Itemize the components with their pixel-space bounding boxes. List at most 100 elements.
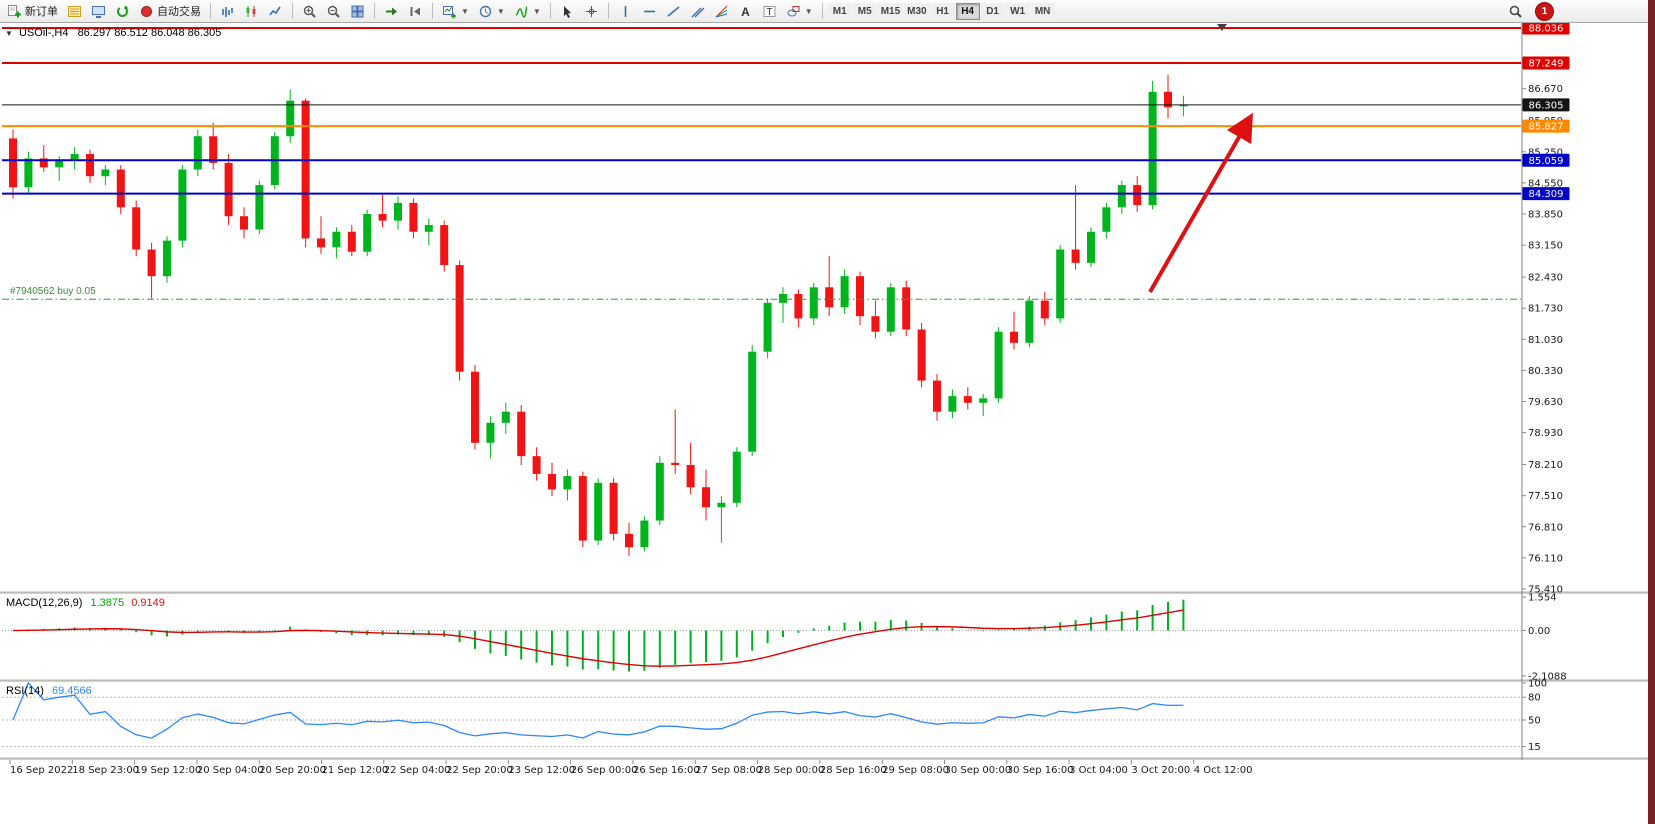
toolbar-separator [432, 3, 433, 19]
timeframe-M15[interactable]: M15 [877, 2, 904, 20]
order-line-label[interactable]: #7940562 buy 0.05 [10, 286, 96, 298]
svg-text:A: A [741, 5, 750, 19]
price-badge [1522, 153, 1570, 167]
trend-arrow[interactable] [1148, 112, 1253, 293]
chart-ohlc: 86.297 86.512 86.048 86.305 [77, 27, 222, 39]
rsi-value: 69.4566 [51, 685, 92, 697]
timeframe-MN[interactable]: MN [1030, 2, 1055, 20]
macd-value-signal: 0.9149 [131, 597, 165, 609]
svg-text:84.309: 84.309 [1529, 189, 1564, 200]
shift-icon [410, 6, 420, 16]
terminal-button[interactable] [87, 2, 110, 21]
indicator-icon [515, 5, 528, 18]
macd-value-main: 1.3875 [90, 597, 125, 609]
new-order-button[interactable]: 新订单 [3, 2, 62, 21]
trendline-button[interactable] [662, 2, 685, 21]
autotrading-icon [141, 5, 152, 17]
zoom-out-button[interactable] [322, 2, 345, 21]
collapse-icon[interactable]: ▼ [5, 29, 13, 38]
svg-text:3 Oct 04:00: 3 Oct 04:00 [1069, 765, 1128, 776]
horizontal-line-button[interactable] [638, 2, 661, 21]
shapes-button[interactable]: ▼ [782, 2, 817, 21]
equidistant-channel-button[interactable] [686, 2, 709, 21]
chevron-down-icon: ▼ [532, 6, 541, 16]
chart-canvas[interactable]: 86.67085.95085.25084.55083.85083.15082.4… [0, 23, 1655, 824]
svg-text:85.250: 85.250 [1528, 147, 1563, 158]
timeframe-M5[interactable]: M5 [852, 2, 877, 20]
toolbar-separator [374, 3, 375, 19]
svg-text:22 Sep 20:00: 22 Sep 20:00 [446, 765, 513, 776]
toolbar-separator [549, 3, 551, 19]
new-order-label: 新订单 [25, 6, 58, 18]
svg-text:85.059: 85.059 [1529, 156, 1564, 167]
price-axis[interactable]: 86.67085.95085.25084.55083.85083.15082.4… [1521, 23, 1570, 760]
svg-text:27 Sep 08:00: 27 Sep 08:00 [695, 765, 762, 776]
zoom-in-button[interactable] [298, 2, 321, 21]
line-icon [269, 6, 281, 15]
price-badge [1522, 56, 1570, 70]
candles-layer [9, 74, 1188, 557]
bars-icon [222, 6, 233, 17]
svg-text:T: T [766, 7, 772, 18]
svg-text:50: 50 [1528, 716, 1541, 727]
hlines-layer[interactable] [2, 27, 1521, 300]
line-chart-button[interactable] [264, 2, 287, 21]
timeframe-H4[interactable]: H4 [955, 2, 980, 20]
rsi-name: RSI(14) [6, 685, 44, 697]
crosshair-button[interactable] [580, 2, 603, 21]
chevron-down-icon: ▼ [496, 6, 505, 16]
refresh-button[interactable] [111, 2, 134, 21]
profiles-button[interactable]: ▼ [474, 2, 509, 21]
quotes-button[interactable] [63, 2, 86, 21]
autotrading-button[interactable]: 自动交易 [135, 2, 205, 21]
text-button[interactable]: A [734, 2, 757, 21]
indicators-button[interactable]: ▼ [510, 2, 545, 21]
timeframe-D1[interactable]: D1 [980, 2, 1005, 20]
svg-text:88.036: 88.036 [1529, 24, 1564, 35]
timeframe-M30[interactable]: M30 [904, 2, 930, 20]
cursor-button[interactable] [556, 2, 579, 21]
rsi-label: RSI(14) 69.4566 [6, 685, 92, 697]
fibo-icon [715, 5, 728, 17]
tile-windows-button[interactable] [346, 2, 369, 21]
chart-window: 86.67085.95085.25084.55083.85083.15082.4… [0, 23, 1655, 824]
svg-text:80: 80 [1528, 693, 1541, 704]
autotrading-label: 自动交易 [157, 6, 201, 18]
svg-text:26 Sep 16:00: 26 Sep 16:00 [633, 765, 700, 776]
new-chart-button[interactable]: ▼ [438, 2, 473, 21]
text-label-button[interactable]: T [758, 2, 781, 21]
rsi-line [12, 681, 1184, 739]
tile-icon [351, 5, 364, 17]
vertical-line-button[interactable] [614, 2, 637, 21]
search-button[interactable] [1504, 2, 1527, 21]
chart-shift-marker[interactable] [1217, 24, 1227, 31]
timeframe-M1[interactable]: M1 [827, 2, 852, 20]
chart-shift-button[interactable] [404, 2, 427, 21]
timeframe-W1[interactable]: W1 [1005, 2, 1030, 20]
fibonacci-button[interactable] [710, 2, 733, 21]
notification-badge[interactable]: 1 [1535, 1, 1554, 21]
auto-scroll-button[interactable] [380, 2, 403, 21]
svg-text:4 Oct 12:00: 4 Oct 12:00 [1194, 765, 1253, 776]
svg-text:16 Sep 2022: 16 Sep 2022 [10, 765, 73, 776]
chevron-down-icon: ▼ [461, 6, 469, 16]
zoom-in-icon [303, 5, 316, 18]
svg-text:86.305: 86.305 [1529, 100, 1564, 111]
macd-name: MACD(12,26,9) [6, 597, 83, 609]
svg-text:83.850: 83.850 [1528, 209, 1563, 220]
candle-chart-button[interactable] [240, 2, 263, 21]
svg-text:78.930: 78.930 [1528, 428, 1563, 439]
crosshair-icon [585, 5, 597, 17]
zoom-out-icon [327, 5, 340, 18]
svg-text:30 Sep 16:00: 30 Sep 16:00 [1007, 765, 1074, 776]
chart-symbol: USOil-,H4 [18, 27, 69, 39]
bar-chart-button[interactable] [216, 2, 239, 21]
autoscroll-icon [386, 7, 397, 15]
svg-text:87.249: 87.249 [1529, 58, 1564, 69]
toolbar-separator [292, 3, 293, 19]
svg-text:100: 100 [1528, 679, 1547, 690]
timeframe-H1[interactable]: H1 [930, 2, 955, 20]
svg-text:1.554: 1.554 [1528, 593, 1557, 604]
